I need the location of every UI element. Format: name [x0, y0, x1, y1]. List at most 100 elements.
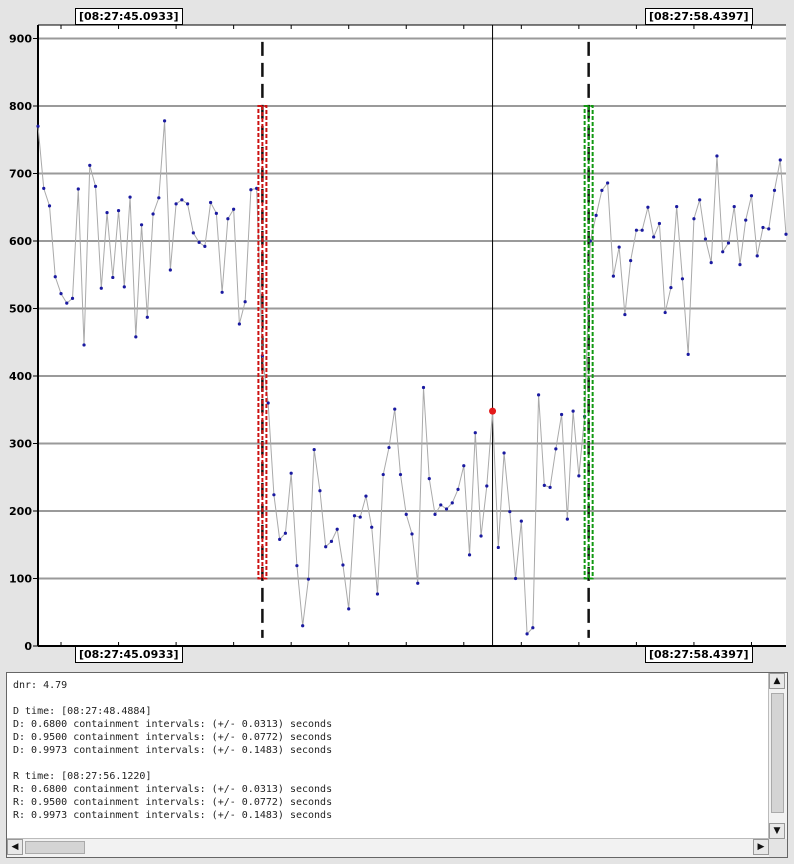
data-point: [301, 624, 305, 628]
data-point: [606, 181, 610, 185]
data-point: [629, 258, 633, 263]
vertical-scrollbar[interactable]: ▲ ▼: [768, 673, 787, 839]
data-point: [370, 525, 374, 529]
data-point: [42, 186, 46, 190]
time-label-bottom-right: [08:27:58.4397]: [645, 646, 753, 663]
data-point: [450, 501, 454, 505]
scroll-left-button[interactable]: ◀: [7, 839, 23, 855]
data-point: [99, 286, 103, 290]
data-point: [565, 517, 569, 521]
data-point: [347, 607, 351, 611]
data-point: [433, 512, 437, 516]
data-point: [318, 489, 322, 493]
data-point: [82, 343, 86, 347]
data-point: [306, 577, 311, 581]
data-point: [139, 223, 144, 227]
data-point: [111, 275, 115, 280]
data-point: [508, 510, 512, 514]
data-point: [341, 563, 345, 567]
data-point: [162, 119, 167, 123]
y-tick-label: 900: [9, 33, 32, 46]
data-point: [577, 474, 581, 478]
data-point: [65, 301, 69, 305]
data-point: [634, 228, 639, 232]
data-point: [116, 209, 121, 213]
data-point: [778, 158, 782, 162]
data-point: [732, 204, 736, 209]
data-point: [249, 188, 253, 192]
chart-panel[interactable]: 0 100 200 300 400 500 600 700 800 900 [08:27:45.0…: [0, 0, 794, 664]
data-point: [709, 261, 713, 265]
scroll-down-button[interactable]: ▼: [769, 823, 785, 839]
data-point: [669, 285, 673, 290]
log-line: [13, 822, 763, 835]
data-point: [122, 285, 126, 289]
data-point: [214, 211, 218, 215]
data-point: [174, 202, 178, 206]
data-point: [594, 213, 598, 217]
data-point: [542, 483, 546, 487]
data-point: [324, 545, 328, 549]
data-point: [548, 485, 552, 489]
data-point: [652, 235, 656, 239]
data-point: [680, 277, 685, 281]
y-tick-label: 400: [9, 370, 32, 383]
plot-background: [38, 25, 786, 646]
data-point: [266, 401, 270, 405]
data-point: [410, 532, 414, 536]
data-point: [703, 237, 708, 241]
horizontal-scroll-thumb[interactable]: [25, 841, 85, 854]
horizontal-scrollbar[interactable]: ◀ ▶: [7, 838, 769, 857]
data-point: [479, 534, 483, 538]
log-text[interactable]: dnr: 4.79 D time: [08:27:48.4884] D: 0.680…: [13, 679, 763, 835]
data-point: [237, 322, 241, 326]
data-point: [502, 451, 506, 455]
data-point: [439, 503, 443, 507]
data-point: [640, 228, 644, 232]
data-point: [560, 412, 564, 417]
data-point: [421, 385, 426, 390]
data-point: [393, 407, 397, 411]
data-point: [519, 519, 523, 523]
data-point: [47, 204, 52, 208]
data-point: [496, 545, 500, 550]
data-point: [536, 393, 541, 397]
data-point: [646, 205, 650, 209]
data-point: [375, 592, 380, 596]
cursor-point: [489, 407, 497, 415]
log-line: D: 0.6800 containment intervals: (+/- 0.…: [13, 719, 333, 730]
time-label-top-right: [08:27:58.4397]: [645, 8, 753, 25]
data-point: [456, 487, 460, 491]
data-point: [761, 225, 765, 230]
data-point: [151, 212, 155, 216]
scroll-up-button[interactable]: ▲: [769, 673, 785, 689]
data-point: [93, 184, 98, 188]
data-point: [767, 227, 771, 231]
data-point: [755, 254, 759, 258]
data-point: [180, 198, 184, 202]
scrollbar-corner: [769, 839, 787, 857]
data-point: [398, 472, 403, 477]
data-point: [312, 447, 316, 452]
log-line: R time: [08:27:56.1220]: [13, 771, 152, 782]
log-line: [13, 692, 763, 705]
y-tick-label: 100: [9, 573, 32, 586]
data-point: [663, 310, 667, 315]
data-point: [381, 472, 385, 477]
chart-plot[interactable]: 0 100 200 300 400 500 600 700 800 900: [0, 0, 794, 664]
data-point: [749, 194, 754, 198]
y-tick-label: 600: [9, 235, 32, 248]
vertical-scroll-thumb[interactable]: [771, 693, 784, 813]
data-point: [698, 198, 702, 202]
data-point: [387, 445, 391, 450]
data-point: [473, 431, 477, 435]
data-point: [88, 163, 92, 167]
log-line: D time: [08:27:48.4884]: [13, 706, 152, 717]
data-point: [686, 352, 690, 356]
data-point: [784, 232, 788, 236]
data-point: [168, 268, 172, 272]
data-point: [611, 274, 615, 278]
data-point: [554, 447, 558, 451]
scroll-right-button[interactable]: ▶: [753, 839, 769, 855]
log-panel[interactable]: dnr: 4.79 D time: [08:27:48.4884] D: 0.680…: [6, 672, 788, 858]
